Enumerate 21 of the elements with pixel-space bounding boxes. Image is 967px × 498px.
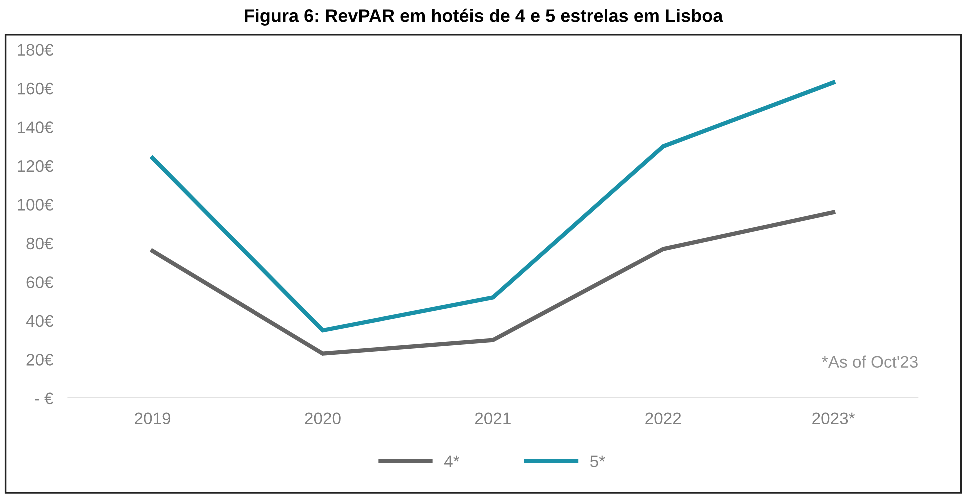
line-series (150, 210, 836, 356)
y-tick-label: 140€ (18, 122, 54, 134)
x-tick-label: 2022 (646, 412, 682, 425)
line-series (150, 80, 836, 333)
legend-label: 5* (590, 456, 606, 468)
y-tick-label: 180€ (18, 44, 54, 56)
x-tick-label: 2019 (135, 412, 171, 425)
y-tick-label: 160€ (18, 82, 54, 95)
y-tick-label: - € (35, 392, 54, 405)
y-tick-label: 60€ (26, 276, 54, 288)
y-tick-label: 100€ (18, 199, 54, 211)
x-tick-label: 2023* (812, 412, 856, 425)
x-tick-label: 2020 (305, 412, 341, 425)
y-tick-label: 20€ (26, 354, 54, 366)
x-tick-label: 2021 (475, 412, 511, 425)
y-tick-label: 120€ (18, 160, 54, 172)
y-tick-label: 80€ (26, 238, 54, 250)
legend-label: 4* (444, 456, 460, 468)
y-tick-label: 40€ (26, 315, 54, 328)
chart-title: Figura 6: RevPAR em hotéis de 4 e 5 estrelas em Lisboa (245, 8, 724, 26)
annotation: *As of Oct'23 (822, 356, 918, 368)
